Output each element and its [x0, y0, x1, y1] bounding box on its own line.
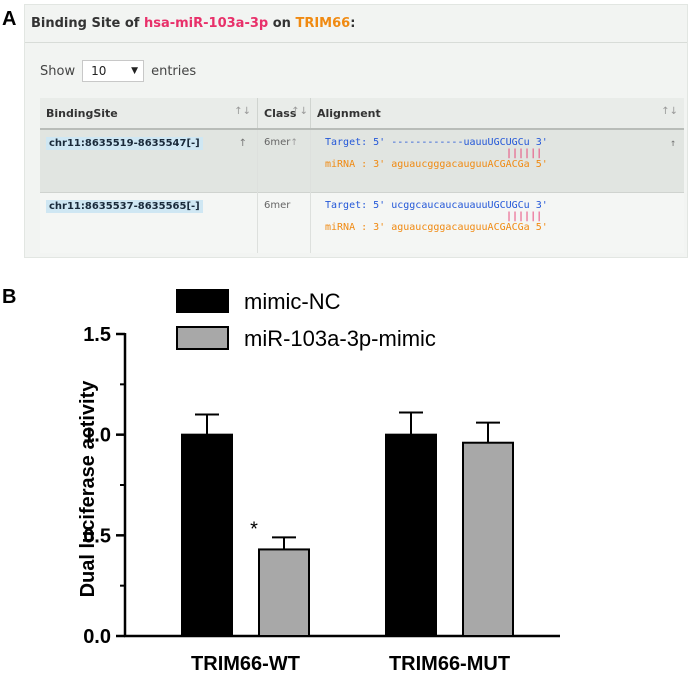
binding-site-panel: Binding Site of hsa-miR-103a-3p on TRIM6… [24, 4, 688, 258]
alignment-pairs: |||||| [506, 148, 543, 159]
panel-label-b: B [2, 286, 17, 308]
alignment-pairs: |||||| [506, 211, 543, 222]
sort-arrows-icon[interactable]: ↑↓ [661, 106, 678, 117]
entries-value: 10 [91, 64, 107, 78]
column-header-label: BindingSite [46, 106, 118, 120]
binding-site-value[interactable]: chr11:8635537-8635565[-] [46, 200, 203, 213]
y-tick-label: 1.0 [83, 425, 111, 447]
alignment-mirna: miRNA : 3' aguaucgggacauguuACGACGa 5' [325, 222, 548, 233]
title-prefix: Binding Site of [31, 16, 144, 31]
title-divider [25, 42, 687, 43]
y-tick-label: 1.5 [83, 324, 111, 346]
column-header-class[interactable]: Class ↑↓ [257, 98, 311, 130]
entries-select[interactable]: 10 ▼ [82, 60, 145, 82]
legend-swatch [176, 289, 229, 313]
class-cell: 6mer [257, 192, 311, 253]
sort-indicator-icon: ↑ [290, 138, 298, 148]
alignment-target: Target: 5' ------------uauuUGCUGCu 3' [325, 137, 548, 148]
x-tick-label: TRIM66-MUT [389, 653, 510, 675]
legend-label: miR-103a-3p-mimic [244, 326, 436, 351]
alignment-cell: Target: 5' ucggcaucaucauauuUGCUGCu 3' |||… [310, 192, 684, 253]
sort-arrows-icon[interactable]: ↑↓ [291, 106, 308, 117]
class-value: 6mer [264, 137, 291, 148]
binding-site-value[interactable]: chr11:8635519-8635547[-] [46, 137, 203, 150]
binding-site-table: BindingSite ↑↓ Class ↑↓ Alignment ↑↓ chr11:… [40, 98, 684, 253]
alignment-mirna: miRNA : 3' aguaucgggacauguuACGACGa 5' [325, 159, 548, 170]
gene-name: TRIM66 [295, 16, 351, 31]
binding-site-cell: chr11:8635519-8635547[-] ↑ [40, 129, 258, 193]
alignment-cell: ↑ Target: 5' ------------uauuUGCUGCu 3' ||… [310, 129, 684, 193]
chart-legend: mimic-NC miR-103a-3p-mimic [176, 289, 436, 351]
bar [258, 548, 310, 637]
y-tick-label: 0.5 [83, 525, 111, 547]
column-header-label: Alignment [317, 106, 381, 120]
bar [181, 433, 233, 637]
legend-label: mimic-NC [244, 289, 341, 314]
caret-down-icon: ▼ [131, 66, 139, 76]
significance-marker: * [250, 518, 258, 540]
table-row[interactable]: chr11:8635519-8635547[-] ↑ 6mer↑ ↑ Target:… [40, 129, 684, 193]
panel-title: Binding Site of hsa-miR-103a-3p on TRIM6… [31, 16, 355, 31]
chart-labels: 0.0 0.5 1.0 1.5 Dual luciferase activity TRIM… [77, 324, 510, 675]
y-axis-label: Dual luciferase activity [77, 380, 99, 598]
chart-bars [181, 411, 514, 637]
bar [385, 433, 437, 637]
sort-up-icon: ↑ [238, 138, 247, 149]
sort-arrows-icon[interactable]: ↑↓ [234, 106, 251, 117]
binding-site-cell: chr11:8635537-8635565[-] [40, 192, 258, 253]
class-value: 6mer [264, 200, 291, 211]
mirna-name: hsa-miR-103a-3p [143, 16, 269, 31]
table-row[interactable]: chr11:8635537-8635565[-] 6mer Target: 5'… [40, 192, 684, 253]
y-tick-label: 0.0 [83, 626, 111, 648]
legend-swatch [176, 326, 229, 350]
title-middle: on [268, 16, 296, 31]
x-tick-label: TRIM66-WT [191, 653, 300, 675]
entries-label: entries [151, 63, 197, 79]
column-header-bindingsite[interactable]: BindingSite ↑↓ [40, 98, 258, 130]
column-header-label: Class [264, 106, 297, 120]
title-suffix: : [350, 16, 356, 31]
class-cell: 6mer↑ [257, 129, 311, 193]
sort-up-icon: ↑ [669, 138, 676, 149]
bar [462, 441, 514, 637]
panel-label-a: A [2, 8, 17, 30]
luciferase-bar-chart: mimic-NC miR-103a-3p-mimic 0.0 0.5 1.0 1.5 Du… [77, 289, 560, 675]
alignment-target: Target: 5' ucggcaucaucauauuUGCUGCu 3' [325, 200, 548, 211]
column-header-alignment[interactable]: Alignment ↑↓ [310, 98, 684, 130]
show-label: Show [40, 63, 76, 79]
entries-control: Show 10 ▼ entries [40, 60, 196, 82]
